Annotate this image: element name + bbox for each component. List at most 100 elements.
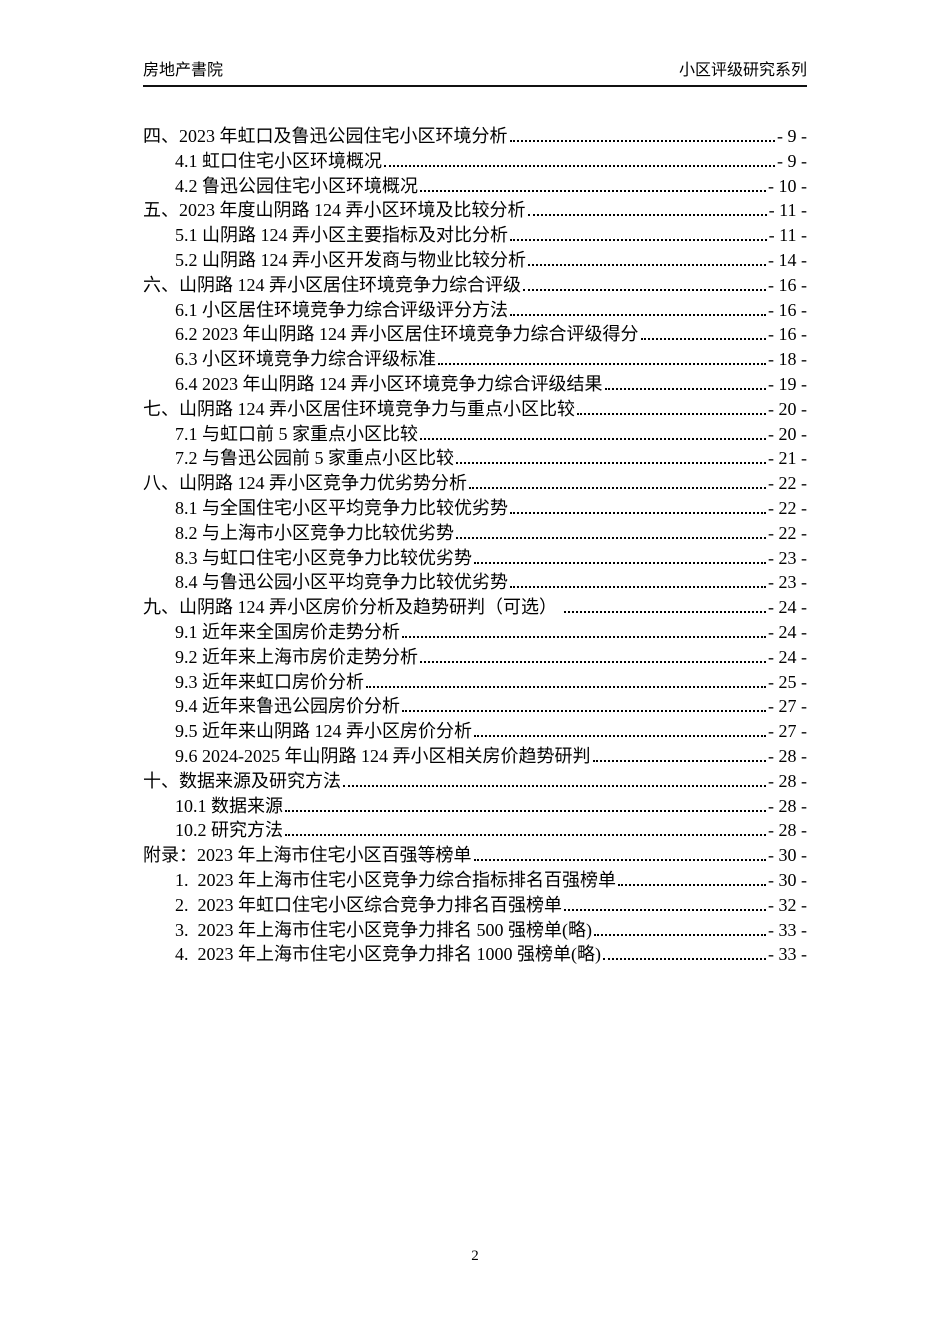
toc-dot-leader xyxy=(420,660,766,663)
toc-entry[interactable]: 6.1 小区居住环境竞争力综合评级评分方法 - 16 - xyxy=(143,298,807,323)
toc-entry[interactable]: 9.5 近年来山阴路 124 弄小区房价分析 - 27 - xyxy=(143,719,807,744)
toc-entry[interactable]: 10.1 数据来源 - 28 - xyxy=(143,794,807,819)
toc-entry-page: - 22 - xyxy=(768,473,807,494)
toc-entry[interactable]: 8.3 与虹口住宅小区竞争力比较优劣势 - 23 - xyxy=(143,546,807,571)
toc-entry-title[interactable]: 9.6 2024-2025 年山阴路 124 弄小区相关房价趋势研判 xyxy=(175,745,591,766)
toc-entry-title[interactable]: 2. 2023 年虹口住宅小区综合竞争力排名百强榜单 xyxy=(175,894,562,915)
toc-entry-title[interactable]: 4. 2023 年上海市住宅小区竞争力排名 1000 强榜单(略) xyxy=(175,944,601,965)
toc-entry-title[interactable]: 8.2 与上海市小区竞争力比较优劣势 xyxy=(175,522,454,543)
toc-entry-title[interactable]: 7.1 与虹口前 5 家重点小区比较 xyxy=(175,423,418,444)
toc-entry[interactable]: 十、数据来源及研究方法 - 28 - xyxy=(143,769,807,794)
toc-entry-title[interactable]: 八、山阴路 124 弄小区竞争力优劣势分析 xyxy=(143,473,467,494)
toc-entry[interactable]: 5.1 山阴路 124 弄小区主要指标及对比分析 - 11 - xyxy=(143,223,807,248)
toc-entry-title[interactable]: 五、2023 年度山阴路 124 弄小区环境及比较分析 xyxy=(143,200,526,221)
toc-dot-leader xyxy=(603,958,766,961)
toc-entry-page: - 16 - xyxy=(768,299,807,320)
toc-dot-leader xyxy=(618,883,766,886)
toc-entry-page: - 21 - xyxy=(768,448,807,469)
toc-entry[interactable]: 六、山阴路 124 弄小区居住环境竞争力综合评级 - 16 - xyxy=(143,273,807,298)
toc-entry-title[interactable]: 8.1 与全国住宅小区平均竞争力比较优劣势 xyxy=(175,497,508,518)
toc-entry[interactable]: 4.1 虹口住宅小区环境概况 - 9 - xyxy=(143,149,807,174)
toc-entry-page: - 32 - xyxy=(768,894,807,915)
toc-entry-page: - 30 - xyxy=(768,845,807,866)
toc-entry[interactable]: 9.6 2024-2025 年山阴路 124 弄小区相关房价趋势研判 - 28 … xyxy=(143,744,807,769)
toc-entry-title[interactable]: 七、山阴路 124 弄小区居住环境竞争力与重点小区比较 xyxy=(143,398,575,419)
toc-entry-title[interactable]: 9.5 近年来山阴路 124 弄小区房价分析 xyxy=(175,721,472,742)
toc-entry[interactable]: 9.1 近年来全国房价走势分析 - 24 - xyxy=(143,620,807,645)
toc-entry[interactable]: 五、2023 年度山阴路 124 弄小区环境及比较分析 - 11 - xyxy=(143,198,807,223)
toc-entry-page: - 20 - xyxy=(768,398,807,419)
footer-page-number: 2 xyxy=(471,1248,479,1264)
toc-entry-title[interactable]: 8.4 与鲁迅公园小区平均竞争力比较优劣势 xyxy=(175,572,508,593)
toc-entry[interactable]: 9.3 近年来虹口房价分析 - 25 - xyxy=(143,670,807,695)
toc-entry[interactable]: 九、山阴路 124 弄小区房价分析及趋势研判（可选） - 24 - xyxy=(143,595,807,620)
toc-entry[interactable]: 6.4 2023 年山阴路 124 弄小区环境竞争力综合评级结果 - 19 - xyxy=(143,372,807,397)
toc-entry-page: - 19 - xyxy=(768,373,807,394)
toc-entry[interactable]: 8.2 与上海市小区竞争力比较优劣势 - 22 - xyxy=(143,521,807,546)
toc-entry-title[interactable]: 六、山阴路 124 弄小区居住环境竞争力综合评级 xyxy=(143,274,521,295)
toc-dot-leader xyxy=(456,536,766,539)
toc-entry-title[interactable]: 9.1 近年来全国房价走势分析 xyxy=(175,621,400,642)
toc-entry-title[interactable]: 5.2 山阴路 124 弄小区开发商与物业比较分析 xyxy=(175,249,526,270)
toc-entry-title[interactable]: 9.3 近年来虹口房价分析 xyxy=(175,671,364,692)
toc-entry[interactable]: 3. 2023 年上海市住宅小区竞争力排名 500 强榜单(略) - 33 - xyxy=(143,918,807,943)
toc-entry-title[interactable]: 6.1 小区居住环境竞争力综合评级评分方法 xyxy=(175,299,508,320)
toc-dot-leader xyxy=(510,586,766,589)
toc-entry-title[interactable]: 6.4 2023 年山阴路 124 弄小区环境竞争力综合评级结果 xyxy=(175,373,603,394)
toc-dot-leader xyxy=(510,239,767,242)
toc-dot-leader xyxy=(366,685,766,688)
toc-entry[interactable]: 6.2 2023 年山阴路 124 弄小区居住环境竞争力综合评级得分 - 16 … xyxy=(143,322,807,347)
toc-entry[interactable]: 七、山阴路 124 弄小区居住环境竞争力与重点小区比较 - 20 - xyxy=(143,397,807,422)
toc-dot-leader xyxy=(474,735,766,738)
toc-entry-page: - 14 - xyxy=(768,249,807,270)
toc-entry-page: - 18 - xyxy=(768,349,807,370)
toc-entry-page: - 33 - xyxy=(768,944,807,965)
toc-entry[interactable]: 7.2 与鲁迅公园前 5 家重点小区比较 - 21 - xyxy=(143,446,807,471)
toc-entry-page: - 24 - xyxy=(768,597,807,618)
toc-entry[interactable]: 2. 2023 年虹口住宅小区综合竞争力排名百强榜单 - 32 - xyxy=(143,893,807,918)
toc-entry[interactable]: 9.2 近年来上海市房价走势分析 - 24 - xyxy=(143,645,807,670)
toc-dot-leader xyxy=(343,784,766,787)
toc-entry-title[interactable]: 9.4 近年来鲁迅公园房价分析 xyxy=(175,696,400,717)
toc-entry[interactable]: 10.2 研究方法 - 28 - xyxy=(143,818,807,843)
toc-entry-title[interactable]: 7.2 与鲁迅公园前 5 家重点小区比较 xyxy=(175,448,454,469)
toc-entry[interactable]: 6.3 小区环境竞争力综合评级标准 - 18 - xyxy=(143,347,807,372)
toc-dot-leader xyxy=(474,561,766,564)
toc-entry[interactable]: 9.4 近年来鲁迅公园房价分析 - 27 - xyxy=(143,694,807,719)
toc-entry-title[interactable]: 1. 2023 年上海市住宅小区竞争力综合指标排名百强榜单 xyxy=(175,869,616,890)
toc-entry-title[interactable]: 8.3 与虹口住宅小区竞争力比较优劣势 xyxy=(175,547,472,568)
toc-entry[interactable]: 4. 2023 年上海市住宅小区竞争力排名 1000 强榜单(略) - 33 - xyxy=(143,942,807,967)
toc-entry[interactable]: 5.2 山阴路 124 弄小区开发商与物业比较分析 - 14 - xyxy=(143,248,807,273)
toc-entry-page: - 27 - xyxy=(768,721,807,742)
toc-entry[interactable]: 7.1 与虹口前 5 家重点小区比较 - 20 - xyxy=(143,422,807,447)
toc-entry-title[interactable]: 5.1 山阴路 124 弄小区主要指标及对比分析 xyxy=(175,225,508,246)
toc-entry-page: - 33 - xyxy=(768,919,807,940)
toc-dot-leader xyxy=(420,437,766,440)
toc-entry-title[interactable]: 4.1 虹口住宅小区环境概况 xyxy=(175,150,382,171)
toc-entry-page: - 10 - xyxy=(768,175,807,196)
toc-entry-title[interactable]: 四、2023 年虹口及鲁迅公园住宅小区环境分析 xyxy=(143,126,508,146)
toc-entry-title[interactable]: 6.3 小区环境竞争力综合评级标准 xyxy=(175,349,436,370)
toc-entry[interactable]: 四、2023 年虹口及鲁迅公园住宅小区环境分析 - 9 - xyxy=(143,124,807,149)
toc-entry-title[interactable]: 10.1 数据来源 xyxy=(175,795,283,816)
toc-dot-leader xyxy=(563,611,766,614)
toc-entry[interactable]: 8.1 与全国住宅小区平均竞争力比较优劣势 - 22 - xyxy=(143,496,807,521)
toc-entry[interactable]: 附录：2023 年上海市住宅小区百强等榜单 - 30 - xyxy=(143,843,807,868)
toc-entry-page: - 11 - xyxy=(768,200,807,221)
toc-entry-title[interactable]: 4.2 鲁迅公园住宅小区环境概况 xyxy=(175,175,418,196)
toc-entry[interactable]: 八、山阴路 124 弄小区竞争力优劣势分析 - 22 - xyxy=(143,471,807,496)
toc-entry-title[interactable]: 十、数据来源及研究方法 xyxy=(143,770,341,791)
toc-dot-leader xyxy=(604,387,766,390)
toc-dot-leader xyxy=(594,933,766,936)
toc-entry-title[interactable]: 3. 2023 年上海市住宅小区竞争力排名 500 强榜单(略) xyxy=(175,919,592,940)
toc-entry-title[interactable]: 9.2 近年来上海市房价走势分析 xyxy=(175,646,418,667)
toc-entry-title[interactable]: 6.2 2023 年山阴路 124 弄小区居住环境竞争力综合评级得分 xyxy=(175,324,639,345)
toc-entry-title[interactable]: 10.2 研究方法 xyxy=(175,820,283,841)
toc-dot-leader xyxy=(473,859,766,862)
toc-entry[interactable]: 8.4 与鲁迅公园小区平均竞争力比较优劣势 - 23 - xyxy=(143,570,807,595)
toc-entry[interactable]: 1. 2023 年上海市住宅小区竞争力综合指标排名百强榜单 - 30 - xyxy=(143,868,807,893)
toc-entry-title[interactable]: 九、山阴路 124 弄小区房价分析及趋势研判（可选） xyxy=(143,597,562,618)
toc-entry[interactable]: 4.2 鲁迅公园住宅小区环境概况 - 10 - xyxy=(143,174,807,199)
toc-entry-page: - 20 - xyxy=(768,423,807,444)
toc-entry-title[interactable]: 附录：2023 年上海市住宅小区百强等榜单 xyxy=(143,845,472,866)
